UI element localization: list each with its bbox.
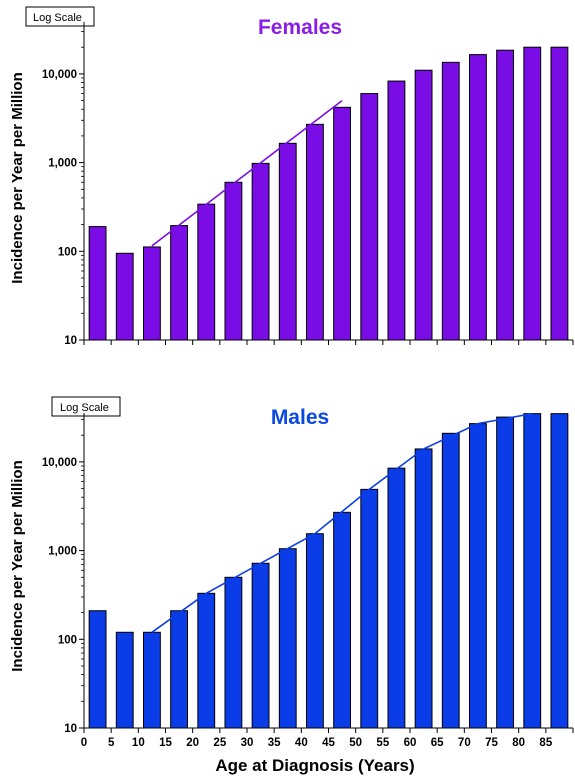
males-x-tick-label: 20 <box>186 737 199 749</box>
males-trend-line <box>151 412 533 633</box>
males-y-axis-label: Incidence per Year per Million <box>9 460 26 671</box>
females-y-tick-label: 1,000 <box>48 158 77 170</box>
males-bar-55-59 <box>387 467 406 729</box>
males-bar-75-79 <box>496 416 515 729</box>
males-x-tick-label: 15 <box>159 737 172 749</box>
males-bar-10-14 <box>142 631 161 729</box>
males-x-tick-label: 30 <box>241 737 254 749</box>
males-x-tick-label: 80 <box>512 737 525 749</box>
males-chart-title: Males <box>271 406 329 429</box>
males-x-tick-label: 75 <box>485 737 498 749</box>
log-scale-badge <box>51 396 121 417</box>
males-bar-80-84 <box>523 413 542 729</box>
females-y-tick-label: 10,000 <box>42 69 77 81</box>
females-x-ticks <box>83 340 574 345</box>
females-bar-45-49 <box>333 106 352 341</box>
females-bar-40-44 <box>305 123 324 341</box>
females-bar-70-74 <box>468 54 487 341</box>
males-bar-85plus <box>550 413 569 729</box>
males-x-tick-label: 40 <box>295 737 308 749</box>
females-bar-35-39 <box>278 142 297 341</box>
x-axis-label: Age at Diagnosis (Years) <box>215 756 414 775</box>
females-bar-85plus <box>550 46 569 341</box>
males-x-tick-label: 5 <box>108 737 115 749</box>
males-trend <box>151 412 533 633</box>
males-panel: Log Scale Males Incidence per Year per M… <box>9 396 574 749</box>
males-bars <box>88 413 569 729</box>
females-bar-55-59 <box>387 80 406 341</box>
females-bar-15-19 <box>170 225 189 341</box>
females-bar-50-54 <box>360 93 379 341</box>
females-bar-10-14 <box>142 246 161 341</box>
females-bar-65-69 <box>441 61 460 341</box>
females-bar-60-64 <box>414 69 433 341</box>
males-x-tick-label: 70 <box>458 737 471 749</box>
males-bar-20-24 <box>197 592 216 729</box>
males-y-tick-label: 10 <box>64 723 77 735</box>
females-trend <box>151 99 343 247</box>
males-bar-25-29 <box>224 576 243 729</box>
males-x-tick-label: 55 <box>376 737 389 749</box>
females-bar-80-84 <box>523 46 542 341</box>
females-chart-title: Females <box>258 16 342 39</box>
females-y-axis-label: Incidence per Year per Million <box>9 72 26 283</box>
females-bar-0-4 <box>88 226 107 341</box>
males-bar-50-54 <box>360 488 379 729</box>
females-trend-line <box>151 99 343 247</box>
males-bar-45-49 <box>333 511 352 729</box>
females-bar-20-24 <box>197 203 216 341</box>
log-scale-badge-text: Log Scale <box>33 12 82 24</box>
males-y-tick-label: 10,000 <box>42 457 77 469</box>
females-bar-25-29 <box>224 181 243 341</box>
log-scale-badge-text: Log Scale <box>60 402 109 414</box>
males-y-tick-label: 100 <box>58 634 77 646</box>
males-x-tick-label: 85 <box>539 737 552 749</box>
males-x-tick-label: 50 <box>349 737 362 749</box>
males-x-tick-label: 60 <box>404 737 417 749</box>
females-bar-75-79 <box>496 49 515 341</box>
males-bar-40-44 <box>305 533 324 729</box>
males-bar-65-69 <box>441 432 460 729</box>
males-bar-60-64 <box>414 448 433 729</box>
males-y-tick-label: 1,000 <box>48 546 77 558</box>
females-y-ticks: 10 100 1,000 10,000 <box>42 31 84 347</box>
males-x-tick-label: 0 <box>81 737 87 749</box>
females-bars <box>88 46 569 341</box>
females-bar-30-34 <box>251 162 270 341</box>
males-x-tick-label: 65 <box>431 737 444 749</box>
males-bar-70-74 <box>468 423 487 729</box>
males-x-tick-label: 25 <box>213 737 226 749</box>
males-y-ticks: 10 100 1,000 10,000 <box>42 419 84 735</box>
females-y-tick-label: 10 <box>64 335 77 347</box>
males-bar-30-34 <box>251 562 270 729</box>
males-bar-5-9 <box>115 631 134 729</box>
males-x-ticks: 0 5 10 15 20 25 30 35 40 45 50 55 60 65 70 75 80 85 <box>81 728 574 749</box>
males-bar-0-4 <box>88 610 107 729</box>
females-bar-5-9 <box>115 252 134 341</box>
males-bar-35-39 <box>278 548 297 729</box>
males-x-tick-label: 45 <box>322 737 335 749</box>
males-x-tick-label: 10 <box>132 737 145 749</box>
log-scale-badge <box>25 6 95 27</box>
males-bar-15-19 <box>170 610 189 729</box>
females-panel: Log Scale Females Incidence per Year per… <box>9 6 574 347</box>
males-x-tick-label: 35 <box>268 737 281 749</box>
females-y-tick-label: 100 <box>58 246 77 258</box>
